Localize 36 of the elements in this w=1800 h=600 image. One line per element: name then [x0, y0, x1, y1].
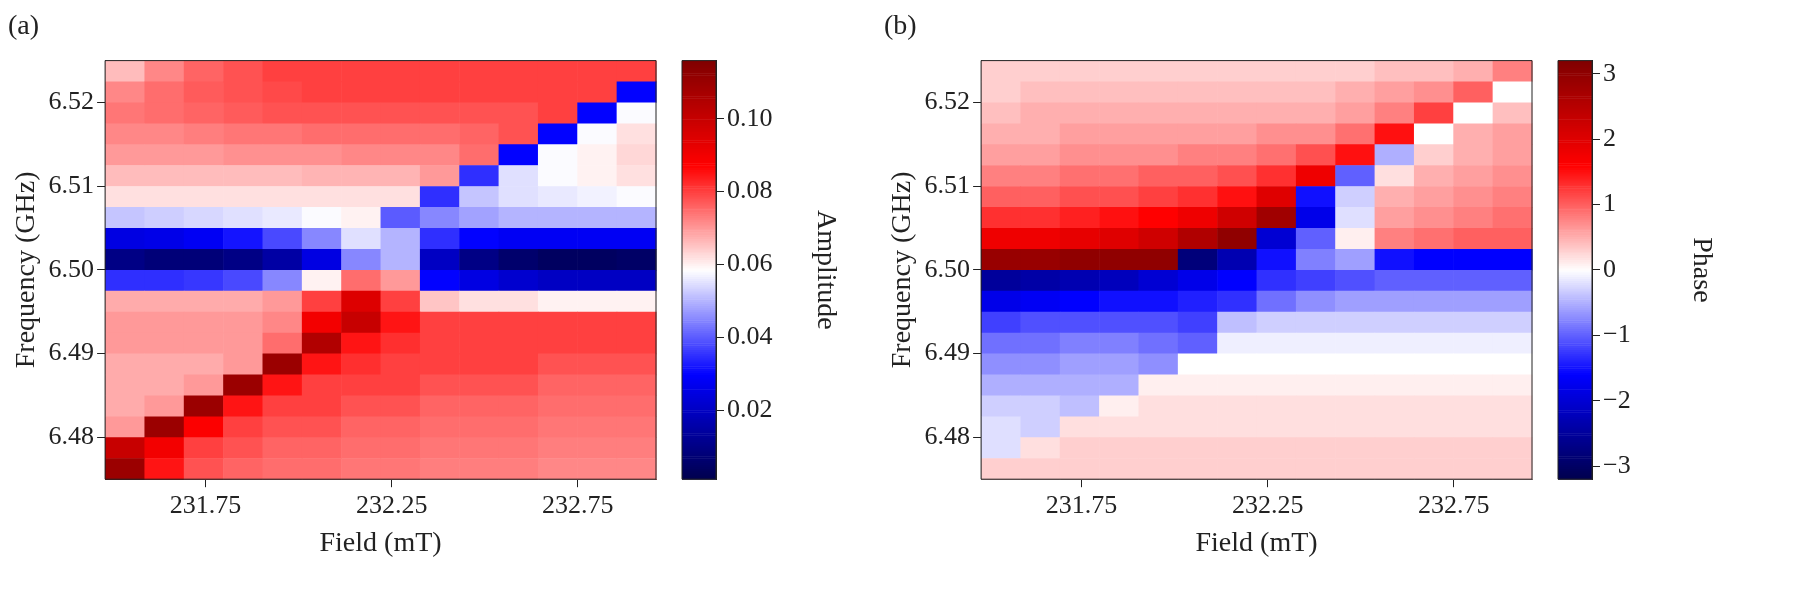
- y-tick-label: 6.51: [48, 170, 95, 200]
- x-tick-label: 231.75: [1045, 489, 1118, 519]
- chart-title: (b): [884, 8, 918, 42]
- color-bar-label: 0: [1603, 253, 1616, 283]
- color-bar-label: 1: [1603, 188, 1616, 218]
- color-bar-label: 0.08: [727, 175, 773, 205]
- x-tick-label: 232.75: [542, 489, 614, 519]
- y-axis-title: Frequency (GHz): [885, 171, 917, 369]
- y-tick-label: 6.50: [48, 253, 95, 283]
- color-bar-title: Amplitude: [811, 210, 843, 330]
- x-axis-title: Field (mT): [1195, 525, 1318, 557]
- y-tick-label: 6.48: [924, 421, 971, 451]
- x-tick-label: 232.25: [355, 489, 428, 519]
- x-tick-label: 232.25: [1231, 489, 1304, 519]
- color-bar-label: 2: [1603, 122, 1616, 152]
- color-bar-label: 0.10: [727, 102, 773, 132]
- y-tick-label: 6.49: [924, 337, 971, 367]
- y-tick-label: 6.50: [924, 253, 971, 283]
- y-tick-label: 6.52: [924, 86, 971, 116]
- y-tick-label: 6.48: [48, 421, 95, 451]
- x-tick-label: 231.75: [169, 489, 242, 519]
- x-axis-title: Field (mT): [319, 525, 442, 557]
- y-axis-title: Frequency (GHz): [9, 171, 41, 369]
- x-tick-label: 232.75: [1418, 489, 1490, 519]
- color-bar-label: 3: [1603, 57, 1616, 87]
- color-bar-label: 0.04: [727, 321, 773, 351]
- color-bar-label: −3: [1603, 449, 1631, 479]
- color-bar-label: −2: [1603, 384, 1631, 414]
- y-tick-label: 6.49: [48, 337, 95, 367]
- color-bar-title: Phase: [1687, 237, 1719, 303]
- color-bar-label: 0.06: [727, 248, 773, 278]
- chart-title: (a): [8, 8, 41, 42]
- y-tick-label: 6.52: [48, 86, 95, 116]
- color-bar-label: −1: [1603, 319, 1631, 349]
- y-tick-label: 6.51: [924, 170, 971, 200]
- color-bar-label: 0.02: [727, 393, 773, 423]
